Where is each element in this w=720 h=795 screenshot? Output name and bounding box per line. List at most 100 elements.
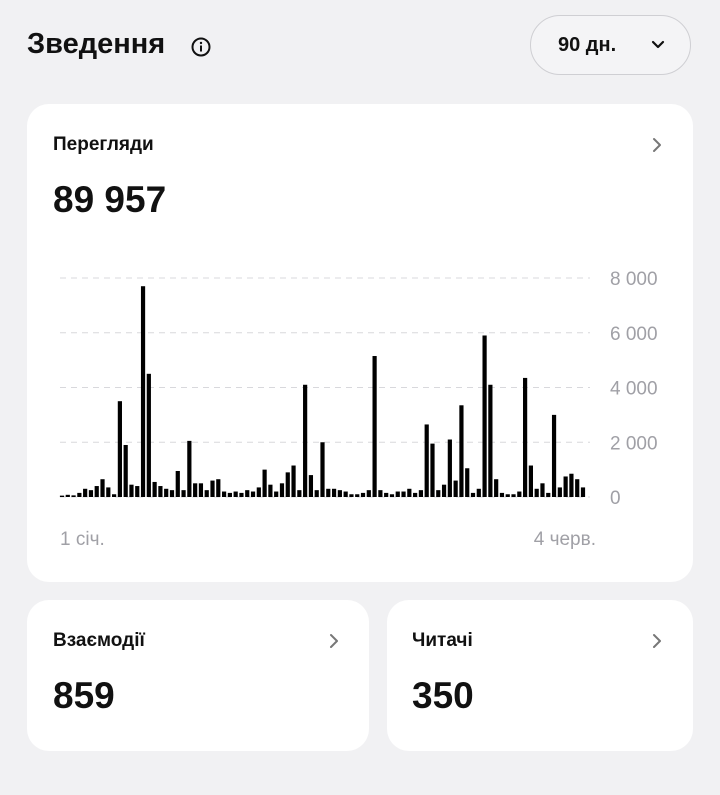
page-title: Зведення xyxy=(27,28,166,60)
bar xyxy=(482,335,487,497)
views-chart: 0 2 000 4 000 6 000 8 000 1 січ. 4 черв. xyxy=(59,269,658,550)
card-label: Перегляди xyxy=(53,134,154,155)
chevron xyxy=(653,138,661,152)
bar xyxy=(320,442,325,497)
bar xyxy=(250,491,256,497)
views-card[interactable]: Перегляди 89 957 0 2 000 4 000 6 000 8 000 1 … xyxy=(27,104,693,582)
bar xyxy=(158,486,163,497)
period-selector[interactable]: 90 дн. xyxy=(530,15,691,75)
bar xyxy=(268,484,273,497)
card-value: 859 xyxy=(53,675,115,716)
info-icon[interactable] xyxy=(191,37,211,57)
bar xyxy=(181,490,186,497)
bar xyxy=(563,476,568,497)
bar xyxy=(476,488,481,497)
bar xyxy=(65,494,70,497)
y-tick-label: 2 000 xyxy=(610,433,658,454)
bar xyxy=(83,488,88,497)
bar xyxy=(413,492,418,497)
bar xyxy=(297,490,302,497)
bar xyxy=(262,469,267,497)
x-tick-label: 1 січ. xyxy=(60,529,105,550)
bar xyxy=(227,492,232,497)
bar xyxy=(216,479,221,497)
bar xyxy=(355,494,360,497)
bar xyxy=(418,490,424,497)
bar xyxy=(285,472,290,497)
bar xyxy=(233,491,238,497)
bar xyxy=(256,487,261,497)
bar xyxy=(291,465,296,497)
bar xyxy=(447,439,452,497)
bar xyxy=(239,492,244,497)
bar xyxy=(540,483,545,497)
bar xyxy=(59,495,65,497)
bar xyxy=(360,492,366,497)
y-tick-label: 0 xyxy=(610,488,621,509)
bar xyxy=(331,488,337,497)
y-tick-label: 8 000 xyxy=(610,269,658,290)
bar xyxy=(580,487,586,497)
bar xyxy=(100,479,105,497)
x-tick-label: 4 черв. xyxy=(534,529,596,550)
bar xyxy=(123,444,128,497)
y-tick-label: 4 000 xyxy=(610,379,658,400)
bar xyxy=(459,405,464,497)
bar xyxy=(169,490,175,497)
dropdown-arrow xyxy=(651,40,665,49)
bar xyxy=(245,490,250,497)
bar xyxy=(193,483,198,497)
bar xyxy=(441,484,447,497)
bar xyxy=(326,488,331,497)
bar xyxy=(407,488,412,497)
bar xyxy=(210,480,215,497)
bar xyxy=(551,414,557,497)
bar xyxy=(534,488,539,497)
bar xyxy=(505,494,510,497)
bar xyxy=(187,440,192,497)
bar xyxy=(77,492,82,497)
chevron xyxy=(330,634,338,648)
bar xyxy=(337,490,342,497)
bar xyxy=(372,356,377,497)
bar xyxy=(494,479,499,497)
bar xyxy=(389,494,395,497)
bar xyxy=(424,424,429,497)
bar xyxy=(314,490,319,497)
bar xyxy=(499,492,505,497)
bar xyxy=(528,465,533,497)
bar xyxy=(470,492,476,497)
bar xyxy=(430,443,435,497)
bar xyxy=(152,481,157,497)
bar xyxy=(557,487,562,497)
bar xyxy=(401,491,406,497)
bar xyxy=(204,490,209,497)
bar xyxy=(523,377,528,497)
bar xyxy=(303,384,308,497)
bar xyxy=(146,373,151,497)
bar xyxy=(129,484,134,497)
bar xyxy=(349,494,354,497)
bar xyxy=(88,490,94,497)
bar xyxy=(569,473,574,497)
bar xyxy=(164,488,169,497)
interactions-card[interactable]: Взаємодії 859 xyxy=(27,600,369,751)
bar xyxy=(308,475,314,497)
bar xyxy=(71,495,76,497)
bar xyxy=(135,486,140,497)
card-value: 350 xyxy=(412,675,474,716)
bar xyxy=(175,470,180,497)
bar xyxy=(465,468,470,497)
bar xyxy=(112,494,117,497)
bar xyxy=(436,490,441,497)
bar xyxy=(378,490,383,497)
period-label: 90 дн. xyxy=(558,34,617,56)
bar xyxy=(453,480,458,497)
readers-card[interactable]: Читачі 350 xyxy=(387,600,693,751)
bar xyxy=(94,486,99,497)
card-value: 89 957 xyxy=(53,179,167,220)
bar xyxy=(198,483,204,497)
bar xyxy=(395,491,400,497)
chevron xyxy=(653,634,661,648)
